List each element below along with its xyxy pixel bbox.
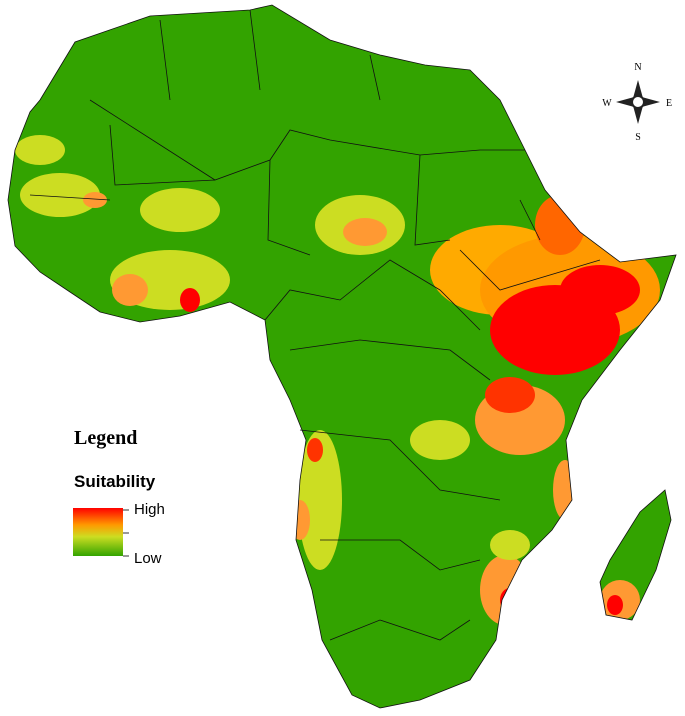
legend-subtitle: Suitability [74, 472, 156, 491]
compass-west: W [602, 98, 612, 109]
borders [7, 4, 677, 709]
legend-high: High [134, 501, 165, 518]
compass-east: E [666, 98, 672, 109]
compass-south: S [635, 132, 641, 143]
legend-title: Legend [74, 427, 137, 449]
legend: Legend Suitability High Low [73, 427, 165, 567]
legend-gradient [73, 508, 123, 556]
legend-low: Low [134, 550, 162, 567]
compass-north: N [634, 62, 641, 73]
suitability-patches [15, 135, 660, 625]
compass: N S W E [602, 62, 672, 143]
